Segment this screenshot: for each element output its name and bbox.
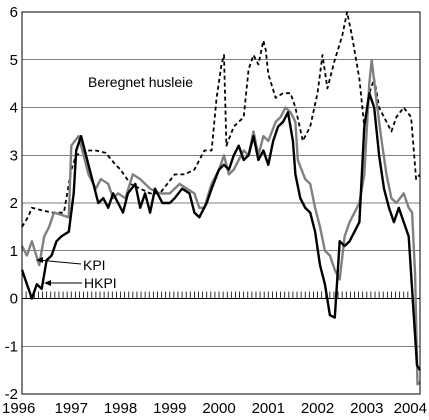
y-tick-label: 2 xyxy=(10,195,18,212)
plot-frame xyxy=(21,11,421,395)
x-tick-label: 2002 xyxy=(301,400,334,417)
x-tick-label: 2004 xyxy=(394,400,427,417)
y-tick-label: -2 xyxy=(5,386,18,403)
x-tick-label: 1998 xyxy=(104,400,137,417)
grid-lines xyxy=(22,59,420,347)
x-axis-tick-labels: 1996 1997 1998 1999 2000 2001 2002 2003 2004 xyxy=(2,400,427,417)
x-tick-label: 2003 xyxy=(350,400,383,417)
zero-line-minor-ticks xyxy=(25,291,413,299)
y-tick-label: 1 xyxy=(10,243,18,260)
kpi-arrowhead xyxy=(36,257,43,263)
y-tick-label: -1 xyxy=(5,338,18,355)
x-tick-label: 1996 xyxy=(2,400,35,417)
series-line-hkpi xyxy=(20,91,422,371)
annotation-hkpi: HKPI xyxy=(84,275,117,291)
series-lines xyxy=(20,11,422,386)
x-tick-label: 1999 xyxy=(153,400,186,417)
y-tick-label: 0 xyxy=(10,291,18,308)
series-line-beregnet-husleie xyxy=(21,11,421,228)
x-tick-label: 2000 xyxy=(202,400,235,417)
y-tick-label: 3 xyxy=(10,147,18,164)
x-tick-label: 1997 xyxy=(55,400,88,417)
annotations: Beregnet husleie KPI HKPI xyxy=(36,74,193,291)
y-tick-label: 6 xyxy=(10,4,18,21)
y-tick-label: 4 xyxy=(10,100,18,117)
y-axis-tick-labels: -2 -1 0 1 2 3 4 5 6 xyxy=(5,4,18,403)
x-tick-label: 2001 xyxy=(252,400,285,417)
kpi-leader-line xyxy=(37,259,82,265)
annotation-beregnet-husleie: Beregnet husleie xyxy=(88,74,193,90)
y-tick-label: 5 xyxy=(10,52,18,69)
hkpi-arrowhead xyxy=(44,280,51,286)
annotation-kpi: KPI xyxy=(83,257,106,273)
